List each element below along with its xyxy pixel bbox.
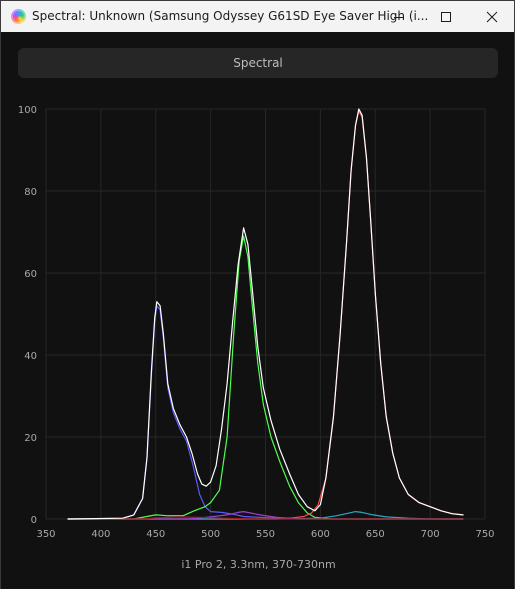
x-tick-label: 750 [475, 529, 494, 540]
x-tick-label: 450 [146, 529, 165, 540]
chart-axes: 350 400 450 500 550 600 650 700 750 0 20 40 60 80 100 [18, 105, 495, 540]
series-line-5 [67, 516, 464, 520]
series-line-3 [67, 511, 464, 520]
spectral-chart: 350 400 450 500 550 600 650 700 750 0 20 40 60 80 100 [18, 105, 495, 540]
y-tick-label: 20 [24, 433, 37, 444]
instrument-label: i1 Pro 2, 3.3nm, 370-730nm [181, 558, 336, 571]
minimize-button[interactable] [376, 1, 422, 32]
title-bar[interactable]: Spectral: Unknown (Samsung Odyssey G61SD… [1, 1, 514, 32]
x-tick-label: 650 [366, 529, 385, 540]
y-tick-label: 100 [18, 105, 37, 116]
x-tick-label: 500 [201, 529, 220, 540]
close-button[interactable] [469, 1, 515, 32]
x-tick-label: 550 [256, 529, 275, 540]
window-title: Spectral: Unknown (Samsung Odyssey G61SD… [32, 9, 429, 23]
y-tick-label: 0 [31, 515, 37, 526]
y-tick-label: 40 [24, 351, 37, 362]
content-area: Spectral 350 400 450 500 550 600 650 700 750 0 20 4… [1, 32, 514, 589]
series-line-6 [67, 108, 464, 520]
tab-spectral-label: Spectral [233, 56, 283, 70]
maximize-icon [441, 11, 451, 22]
app-spectrum-icon [11, 9, 26, 24]
close-icon [486, 11, 498, 22]
y-tick-label: 80 [24, 187, 37, 198]
chart-grid [45, 108, 486, 520]
chart-series [67, 108, 464, 520]
y-tick-label: 60 [24, 269, 37, 280]
x-tick-label: 600 [311, 529, 330, 540]
series-line-1 [67, 235, 464, 520]
x-tick-label: 350 [36, 529, 55, 540]
x-tick-label: 400 [91, 529, 110, 540]
minimize-icon [394, 16, 404, 18]
x-tick-label: 700 [421, 529, 440, 540]
maximize-button[interactable] [423, 1, 469, 32]
tab-spectral[interactable]: Spectral [18, 48, 498, 78]
